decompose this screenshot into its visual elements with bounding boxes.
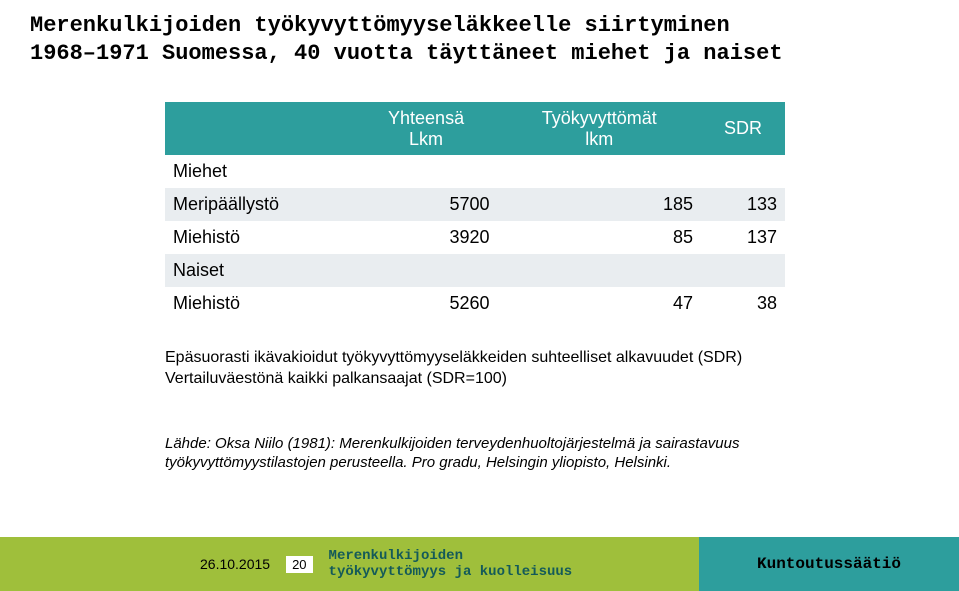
row-v3: 137 [701, 221, 785, 254]
row-label: Miehistö [165, 221, 355, 254]
row-v1 [355, 155, 498, 188]
data-table-wrap: Yhteensä Lkm Työkyvyttömät lkm SDR Miehe… [165, 102, 785, 320]
row-v2 [498, 254, 702, 287]
caption: Epäsuorasti ikävakioidut työkyvyttömyyse… [165, 348, 929, 390]
footer-date: 26.10.2015 [200, 556, 270, 572]
th-disabled: Työkyvyttömät lkm [498, 102, 702, 155]
footer: 26.10.2015 20 Merenkulkijoiden työkyvytt… [0, 537, 959, 591]
title-line-2: 1968–1971 Suomessa, 40 vuotta täyttäneet… [30, 41, 783, 66]
th-total-l1: Yhteensä [388, 108, 464, 128]
source-l1: Lähde: Oksa Niilo (1981): Merenkulkijoid… [165, 435, 739, 452]
footer-brand: Kuntoutussäätiö [699, 537, 959, 591]
caption-l1: Epäsuorasti ikävakioidut työkyvyttömyyse… [165, 349, 742, 366]
row-v3 [701, 155, 785, 188]
row-v3: 38 [701, 287, 785, 320]
th-disabled-l2: lkm [585, 129, 613, 149]
data-table: Yhteensä Lkm Työkyvyttömät lkm SDR Miehe… [165, 102, 785, 320]
row-v2: 185 [498, 188, 702, 221]
row-v1: 5260 [355, 287, 498, 320]
th-total: Yhteensä Lkm [355, 102, 498, 155]
row-v2: 47 [498, 287, 702, 320]
row-v3 [701, 254, 785, 287]
row-label: Miehet [165, 155, 355, 188]
footer-title-l2: työkyvyttömyys ja kuolleisuus [329, 564, 573, 580]
table-row: Miehet [165, 155, 785, 188]
th-blank [165, 102, 355, 155]
source-l2: työkyvyttömyystilastojen perusteella. Pr… [165, 454, 671, 471]
th-disabled-l1: Työkyvyttömät [542, 108, 657, 128]
title-line-1: Merenkulkijoiden työkyvyttömyyseläkkeell… [30, 13, 730, 38]
row-v3: 133 [701, 188, 785, 221]
table-row: Miehistö 3920 85 137 [165, 221, 785, 254]
table-row: Naiset [165, 254, 785, 287]
source-citation: Lähde: Oksa Niilo (1981): Merenkulkijoid… [165, 435, 929, 473]
row-v1: 3920 [355, 221, 498, 254]
row-v1: 5700 [355, 188, 498, 221]
footer-title-l1: Merenkulkijoiden [329, 548, 463, 564]
footer-left: 26.10.2015 20 Merenkulkijoiden työkyvytt… [0, 537, 699, 591]
row-v2: 85 [498, 221, 702, 254]
row-label: Miehistö [165, 287, 355, 320]
row-label: Meripäällystö [165, 188, 355, 221]
caption-l2: Vertailuväestönä kaikki palkansaajat (SD… [165, 370, 507, 387]
row-label: Naiset [165, 254, 355, 287]
th-sdr: SDR [701, 102, 785, 155]
table-header-row: Yhteensä Lkm Työkyvyttömät lkm SDR [165, 102, 785, 155]
table-row: Meripäällystö 5700 185 133 [165, 188, 785, 221]
row-v1 [355, 254, 498, 287]
th-total-l2: Lkm [409, 129, 443, 149]
page-title: Merenkulkijoiden työkyvyttömyyseläkkeell… [0, 0, 959, 67]
table-row: Miehistö 5260 47 38 [165, 287, 785, 320]
row-v2 [498, 155, 702, 188]
footer-title: Merenkulkijoiden työkyvyttömyys ja kuoll… [329, 548, 573, 580]
footer-page-number: 20 [286, 556, 312, 573]
